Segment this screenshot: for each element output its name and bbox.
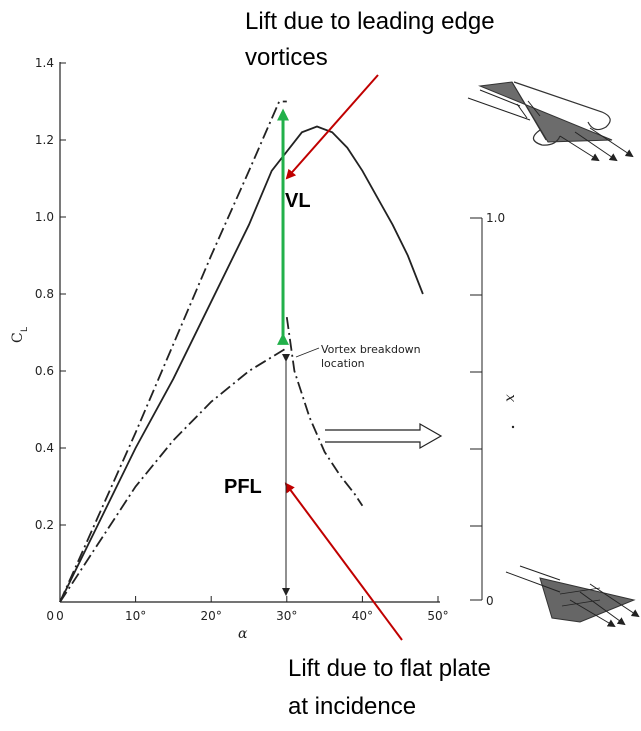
y-axis-label: C L <box>10 327 30 343</box>
ticks-layer: 0 10° 20° 30° 40° 50° 0.2 0.4 0.6 0.8 1.0 1.2 1.4 0 <box>35 56 449 623</box>
x-tick-label: 20° <box>201 609 222 623</box>
series-2-line <box>59 100 287 603</box>
x-tick-label: 0 <box>46 609 54 623</box>
right-axis-tick-label-top: 1.0 <box>486 211 505 225</box>
y-tick-label: 0.2 <box>35 518 54 532</box>
y-axis-label-main: C <box>10 332 26 343</box>
series-1-line <box>59 125 424 603</box>
vortex-note-line2: location <box>321 357 365 370</box>
x-tick-label: 30° <box>276 609 297 623</box>
vortex-note-leader <box>295 347 320 358</box>
right-axis-tick-label-bottom: 0 <box>486 594 494 608</box>
y-tick-label: 1.0 <box>35 210 54 224</box>
right-axis-dot <box>511 425 515 429</box>
series-4-line <box>285 316 364 507</box>
y-axis-label-sub: L <box>20 327 30 332</box>
pfl-label: PFL <box>224 476 262 498</box>
x-tick-label: 40° <box>352 609 373 623</box>
delta-wing-flat-plate-sketch <box>505 565 640 628</box>
x-tick-label: 50° <box>427 609 448 623</box>
vortex-note-line1: Vortex breakdown <box>321 343 421 356</box>
right-axis-label: x <box>502 394 518 402</box>
red-arrow-top <box>285 74 379 180</box>
y-tick-label: 0.8 <box>35 287 54 301</box>
red-arrow-bottom <box>284 482 403 641</box>
annotation-top-line2: vortices <box>245 44 328 71</box>
hollow-arrow-icon <box>325 422 443 450</box>
x-tick-label: 0 <box>56 609 64 623</box>
y-tick-label: 0.6 <box>35 364 54 378</box>
series-3-line <box>59 347 288 603</box>
y-tick-label: 1.2 <box>35 133 54 147</box>
delta-wing-vortex-sketch <box>467 81 634 162</box>
annotation-top-line1: Lift due to leading edge <box>245 8 495 35</box>
series-layer <box>59 100 424 603</box>
vl-label: VL <box>285 190 311 212</box>
y-tick-label: 0.4 <box>35 441 54 455</box>
annotation-bottom-line2: at incidence <box>288 693 417 720</box>
y-tick-label: 1.4 <box>35 56 54 70</box>
x-axis-label: α <box>238 626 248 642</box>
annotation-bottom-line1: Lift due to flat plate <box>288 655 491 682</box>
x-tick-label: 10° <box>125 609 146 623</box>
